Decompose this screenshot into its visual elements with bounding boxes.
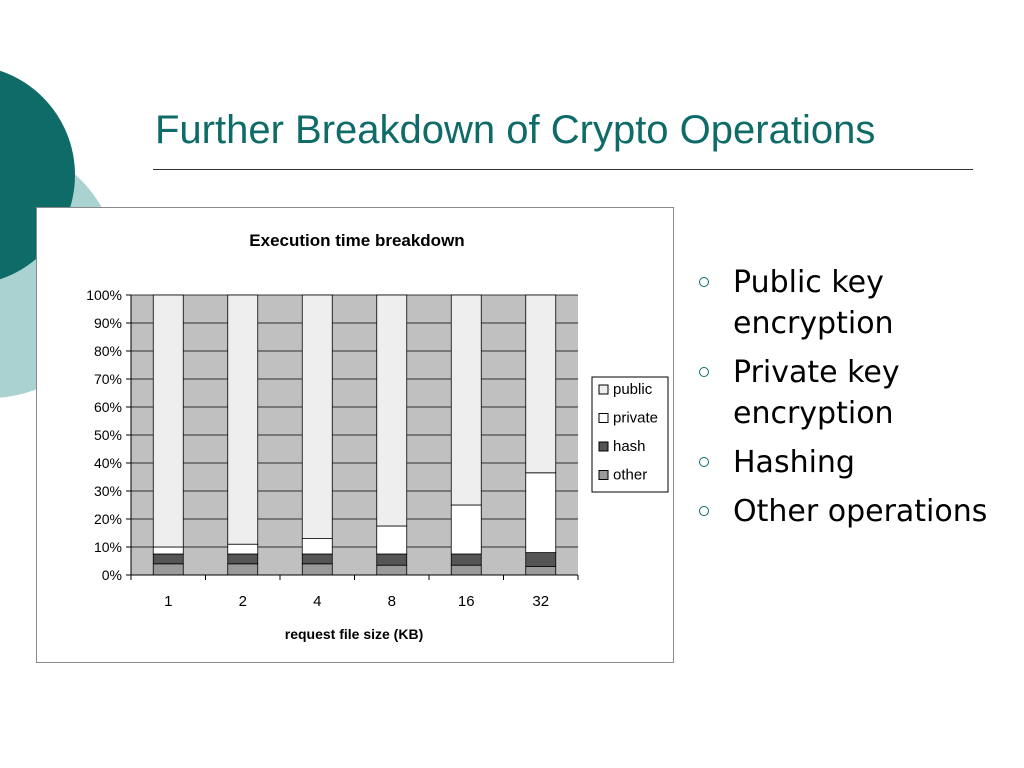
y-tick-label: 20%	[94, 511, 122, 527]
bar-segment-public	[301, 294, 333, 540]
bar-segment-hash	[376, 553, 408, 566]
bar-segment-private	[152, 546, 184, 555]
bar-segment-hash	[301, 553, 333, 565]
y-tick-label: 70%	[94, 371, 122, 387]
bullet-text: Public key encryption	[733, 265, 894, 341]
legend-swatch-private	[598, 413, 609, 423]
bar-segment-other	[301, 563, 333, 576]
bullet-text: Hashing	[733, 445, 855, 480]
x-tick-label: 2	[239, 593, 247, 610]
y-tick-label: 50%	[94, 427, 122, 443]
bullet-item: Other operations	[697, 491, 1017, 532]
bar-segment-hash	[227, 553, 259, 565]
x-axis: 1 2 4 8 16 32	[130, 574, 579, 610]
chart-frame: Execution time breakdown 0% 10% 20% 30% 40% 5…	[36, 207, 674, 663]
bar-segment-private	[525, 472, 557, 553]
y-tick-label: 90%	[94, 315, 122, 331]
slide-title: Further Breakdown of Crypto Operations	[155, 108, 876, 152]
ring-bullet-icon	[699, 457, 709, 467]
legend-label: private	[613, 410, 658, 427]
y-tick-label: 10%	[94, 539, 122, 555]
bar-segment-private	[450, 504, 482, 555]
legend-label: hash	[613, 438, 646, 455]
x-tick-label: 32	[532, 593, 549, 610]
bullet-item: Hashing	[697, 442, 1017, 483]
y-tick-label: 80%	[94, 343, 122, 359]
chart-title: Execution time breakdown	[249, 231, 464, 250]
bar-segment-other	[525, 566, 557, 576]
bar-segment-hash	[152, 553, 184, 565]
bullet-text: Other operations	[733, 494, 988, 529]
bullet-item: Public key encryption	[697, 262, 1017, 344]
y-tick-label: 100%	[86, 287, 122, 303]
legend: public private hash other	[591, 376, 669, 493]
bullet-text: Private key encryption	[733, 355, 900, 431]
legend-swatch-hash	[598, 441, 609, 452]
bullet-list: Public key encryption Private key encryp…	[697, 262, 1017, 540]
y-tick-label: 40%	[94, 455, 122, 471]
x-tick-label: 16	[458, 593, 475, 610]
bar-segment-public	[227, 294, 259, 545]
bar-segment-public	[450, 294, 482, 506]
bar-segment-public	[525, 294, 557, 474]
y-tick-label: 30%	[94, 483, 122, 499]
legend-label: public	[613, 381, 653, 398]
bar-segment-other	[227, 563, 259, 576]
bar-segment-private	[227, 543, 259, 555]
ring-bullet-icon	[699, 367, 709, 377]
y-tick-label: 0%	[102, 567, 122, 583]
x-tick-label: 4	[313, 593, 321, 610]
bar-segment-private	[301, 538, 333, 555]
bar-segment-other	[376, 564, 408, 576]
execution-time-chart: Execution time breakdown 0% 10% 20% 30% 40% 5…	[86, 231, 669, 642]
y-tick-label: 60%	[94, 399, 122, 415]
gridlines	[131, 294, 578, 548]
x-tick-label: 8	[388, 593, 396, 610]
bar-segment-public	[152, 294, 184, 548]
bar-segment-other	[450, 564, 482, 576]
legend-swatch-other	[598, 470, 609, 480]
x-axis-label: request file size (KB)	[285, 626, 423, 642]
bar-segment-private	[376, 525, 408, 555]
bars	[152, 294, 557, 576]
ring-bullet-icon	[699, 277, 709, 287]
ring-bullet-icon	[699, 506, 709, 516]
bar-segment-hash	[525, 552, 557, 568]
bar-segment-hash	[450, 553, 482, 566]
bullet-item: Private key encryption	[697, 352, 1017, 434]
legend-swatch-public	[598, 384, 609, 395]
bar-segment-public	[376, 294, 408, 527]
title-divider	[153, 169, 973, 170]
x-tick-label: 1	[164, 593, 172, 610]
y-axis: 0% 10% 20% 30% 40% 50% 60% 70% 80% 90% 100%	[86, 287, 132, 583]
legend-label: other	[613, 467, 647, 484]
bar-segment-other	[152, 563, 184, 576]
